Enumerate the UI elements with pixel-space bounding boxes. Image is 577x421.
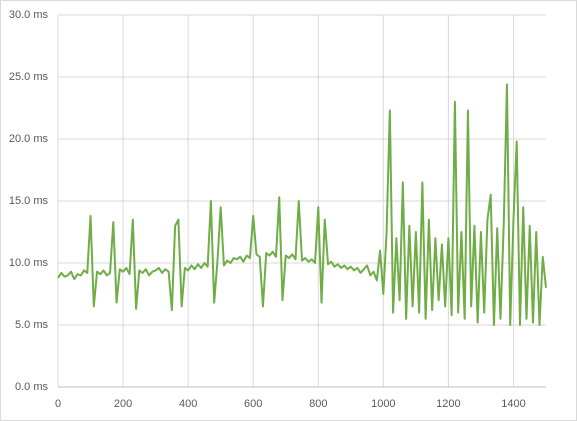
x-tick-label: 600	[244, 398, 262, 410]
x-tick-label: 1200	[436, 398, 460, 410]
y-tick-label: 30.0 ms	[9, 9, 49, 21]
y-tick-label: 25.0 ms	[9, 71, 49, 83]
x-tick-label: 400	[179, 398, 197, 410]
y-tick-label: 5.0 ms	[15, 319, 49, 331]
y-tick-label: 15.0 ms	[9, 195, 49, 207]
y-tick-label: 0.0 ms	[15, 381, 49, 393]
y-tick-label: 10.0 ms	[9, 257, 49, 269]
data-line	[57, 83, 547, 326]
x-tick-label: 1400	[501, 398, 525, 410]
y-tick-label: 20.0 ms	[9, 133, 49, 145]
x-tick-label: 800	[309, 398, 327, 410]
x-tick-label: 0	[55, 398, 61, 410]
x-tick-label: 1000	[371, 398, 395, 410]
x-tick-label: 200	[114, 398, 132, 410]
